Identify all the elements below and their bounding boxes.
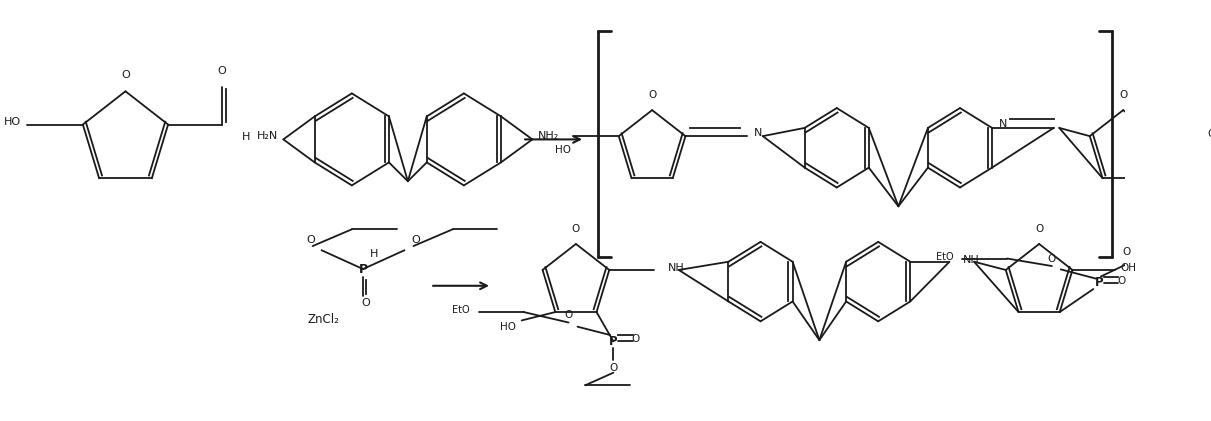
Text: EtO: EtO [452, 305, 470, 315]
Text: NH: NH [963, 255, 980, 265]
Text: O: O [648, 91, 656, 101]
Text: EtO: EtO [936, 252, 953, 262]
Text: O: O [1123, 247, 1131, 257]
Text: H: H [242, 132, 251, 142]
Text: OH: OH [1120, 263, 1137, 273]
Text: O: O [1035, 224, 1043, 234]
Text: O: O [609, 362, 618, 373]
Text: O: O [572, 224, 580, 234]
Text: O: O [1048, 253, 1056, 264]
Text: O: O [1119, 91, 1127, 101]
Text: O: O [564, 310, 573, 320]
Text: O: O [306, 235, 315, 245]
Text: H₂N: H₂N [257, 131, 277, 141]
Text: O: O [121, 70, 130, 80]
Text: OH: OH [1207, 129, 1211, 139]
Text: NH₂: NH₂ [538, 131, 559, 141]
Text: O: O [361, 298, 369, 307]
Text: O: O [412, 235, 420, 245]
Text: P: P [1095, 276, 1103, 289]
Text: N: N [999, 119, 1008, 129]
Text: O: O [1118, 276, 1126, 286]
Text: HO: HO [4, 117, 22, 128]
Text: H: H [371, 249, 378, 259]
Text: NH: NH [667, 263, 684, 273]
Text: HO: HO [555, 144, 570, 155]
Text: P: P [609, 335, 618, 348]
Text: N: N [754, 128, 763, 138]
Text: P: P [358, 263, 368, 276]
Text: O: O [218, 66, 226, 76]
Text: O: O [632, 334, 641, 344]
Text: ZnCl₂: ZnCl₂ [308, 313, 340, 326]
Text: HO: HO [500, 322, 516, 332]
